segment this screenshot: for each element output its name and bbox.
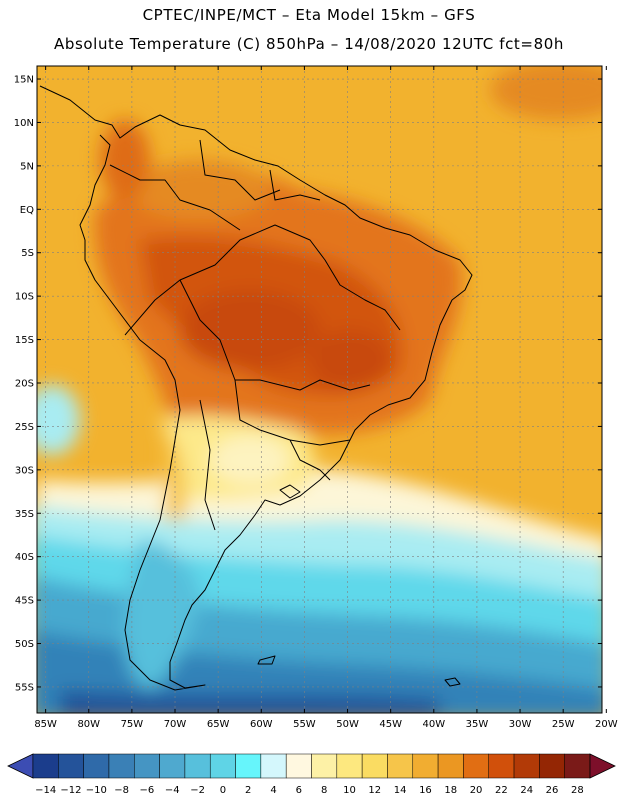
colorbar-label: 12 — [368, 785, 381, 796]
colorbar-swatch — [564, 753, 591, 779]
colorbar-swatch — [437, 753, 464, 779]
colorbar-label: −12 — [60, 785, 81, 796]
colorbar-swatch — [209, 753, 236, 779]
colorbar-label: 20 — [470, 785, 483, 796]
lon-label: 60W — [250, 719, 273, 730]
lon-label: 70W — [164, 719, 187, 730]
colorbar-swatch — [311, 753, 338, 779]
lon-label: 50W — [336, 719, 359, 730]
colorbar-label: 26 — [546, 785, 559, 796]
lat-label: 45S — [15, 596, 34, 607]
lon-label: 30W — [509, 719, 532, 730]
lon-label: 40W — [422, 719, 445, 730]
lon-label: 55W — [293, 719, 316, 730]
colorbar-swatch — [58, 753, 84, 779]
coastline-and-borders — [39, 85, 473, 691]
colorbar-swatch — [184, 753, 211, 779]
lon-label: 20W — [595, 719, 618, 730]
colorbar-label: −6 — [140, 785, 155, 796]
longitude-labels: 85W 80W 75W 70W 65W 60W 55W 50W 45W 40W 35W 30W 25W 2… — [34, 66, 618, 730]
colorbar-swatch — [159, 753, 186, 779]
lat-label: 10S — [15, 292, 34, 303]
map-subtitle: Absolute Temperature (C) 850hPa – 14/08/… — [54, 35, 564, 53]
colorbar-label: 22 — [495, 785, 508, 796]
lat-lon-grid — [37, 66, 602, 713]
colorbar-swatch — [463, 753, 489, 779]
lat-label: 30S — [15, 465, 34, 476]
colorbar-swatch — [387, 753, 414, 779]
colorbar-low-arrow — [7, 753, 34, 779]
lon-label: 65W — [207, 719, 230, 730]
colorbar-swatch — [539, 753, 565, 779]
colorbar-label: 28 — [571, 785, 584, 796]
latitude-labels: 15N 10N 5N EQ 5S 10S 15S 20S 25S 30S 35S 40S 45S 50S 5… — [14, 75, 602, 693]
colorbar-label: 2 — [245, 785, 251, 796]
colorbar-swatch — [134, 753, 160, 779]
lat-label: 35S — [15, 509, 34, 520]
colorbar-swatch — [513, 753, 540, 779]
colorbar-swatch — [108, 753, 135, 779]
colorbar-label: −4 — [165, 785, 180, 796]
map-frame — [36, 65, 603, 714]
lat-label: 5N — [20, 161, 34, 172]
lon-label: 35W — [466, 719, 489, 730]
colorbar-label: 4 — [270, 785, 276, 796]
colorbar-swatch — [32, 753, 59, 779]
colorbar-swatch — [361, 753, 388, 779]
colorbar-label: 6 — [296, 785, 302, 796]
colorbar-label: 18 — [444, 785, 457, 796]
colorbar-swatch — [285, 753, 312, 779]
lat-label: 10N — [14, 118, 34, 129]
lat-label: 25S — [15, 422, 34, 433]
colorbar-label: 0 — [220, 785, 226, 796]
lat-label: 5S — [21, 248, 34, 259]
colorbar-high-arrow — [589, 753, 616, 779]
colorbar-swatch — [260, 753, 287, 779]
colorbar-label: −14 — [35, 785, 56, 796]
colorbar-label: −8 — [114, 785, 129, 796]
lat-label: EQ — [20, 205, 34, 216]
lat-label: 55S — [15, 682, 34, 693]
colorbar-label: 10 — [343, 785, 356, 796]
lat-label: 20S — [15, 378, 34, 389]
lon-label: 80W — [77, 719, 100, 730]
lon-label: 25W — [552, 719, 575, 730]
colorbar-label: −2 — [190, 785, 205, 796]
colorbar-label: 8 — [321, 785, 327, 796]
colorbar-label: −10 — [86, 785, 107, 796]
colorbar-swatch — [412, 753, 439, 779]
colorbar-swatch — [235, 753, 262, 779]
colorbar: −14 −12 −10 −8 −6 −4 −2 0 2 4 6 8 10 12 14 16 18 20 22 24 26… — [7, 753, 616, 796]
colorbar-swatch — [488, 753, 515, 779]
colorbar-swatch — [83, 753, 110, 779]
colorbar-label: 24 — [520, 785, 533, 796]
lon-label: 45W — [379, 719, 402, 730]
colorbar-label: 14 — [394, 785, 407, 796]
lat-label: 40S — [15, 552, 34, 563]
colorbar-swatch — [336, 753, 363, 779]
lat-label: 50S — [15, 639, 34, 650]
lat-label: 15S — [15, 335, 34, 346]
map-title: CPTEC/INPE/MCT – Eta Model 15km – GFS — [142, 6, 476, 24]
colorbar-label: 16 — [419, 785, 432, 796]
lat-label: 15N — [14, 75, 34, 86]
lon-label: 75W — [121, 719, 144, 730]
temperature-field — [37, 66, 602, 713]
lon-label: 85W — [34, 719, 57, 730]
